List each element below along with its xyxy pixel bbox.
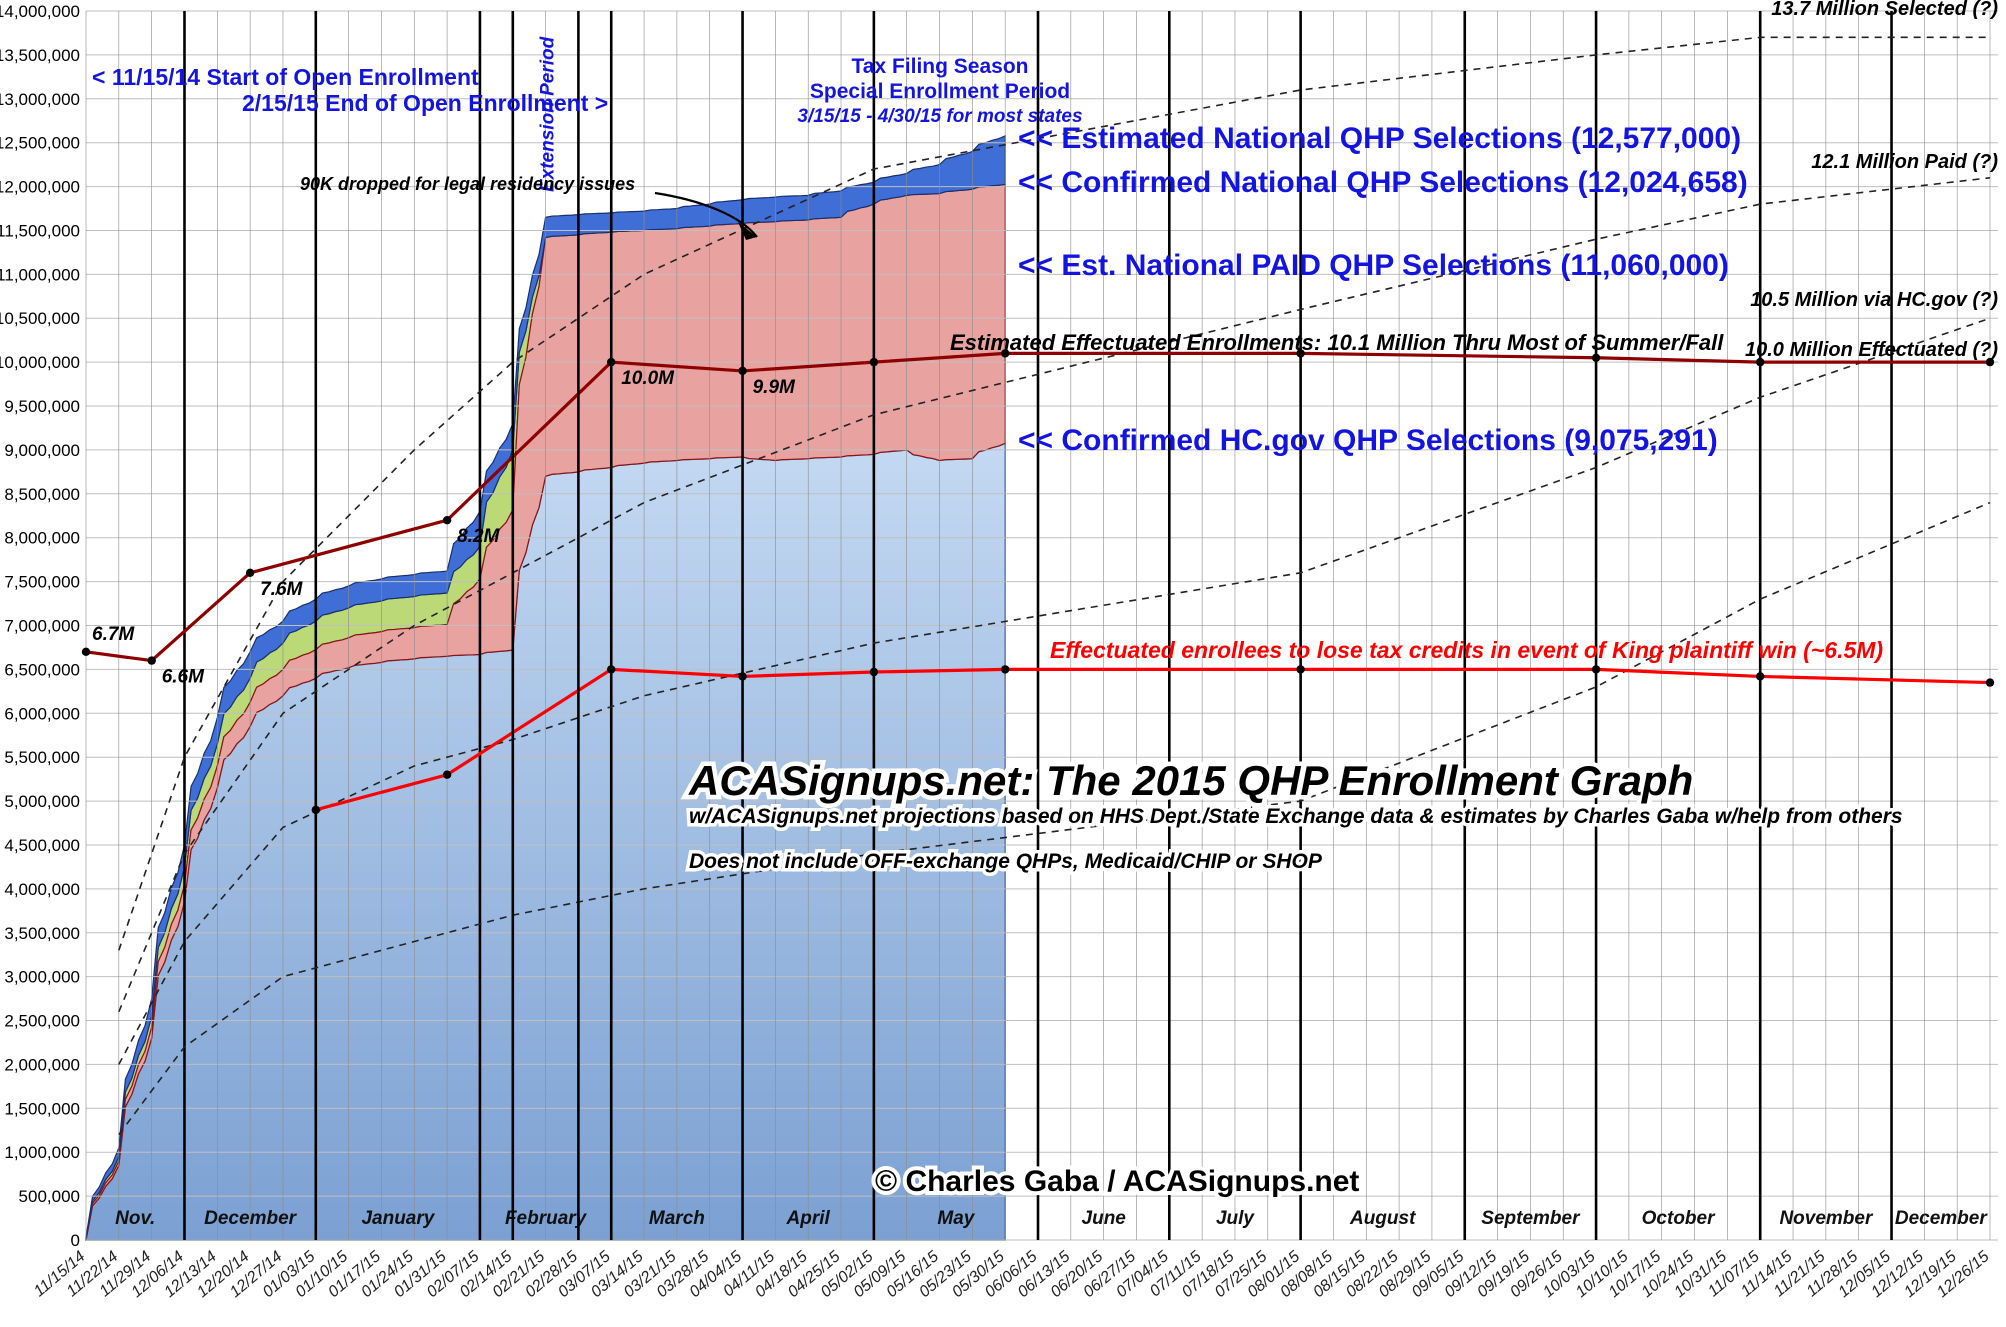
svg-text:8,000,000: 8,000,000: [4, 529, 80, 548]
svg-text:July: July: [1216, 1208, 1255, 1229]
svg-text:6,500,000: 6,500,000: [4, 660, 80, 679]
svg-text:3,000,000: 3,000,000: [4, 968, 80, 987]
svg-text:April: April: [786, 1208, 831, 1229]
svg-text:w/ACASignups.net projections b: w/ACASignups.net projections based on HH…: [689, 805, 1903, 828]
svg-text:Effectuated enrollees to lose: Effectuated enrollees to lose tax credit…: [1050, 637, 1883, 663]
svg-text:8.2M: 8.2M: [457, 526, 500, 547]
svg-text:13,500,000: 13,500,000: [0, 46, 80, 65]
svg-text:December: December: [204, 1208, 297, 1229]
svg-text:October: October: [1642, 1208, 1716, 1229]
svg-text:5,500,000: 5,500,000: [4, 748, 80, 767]
svg-text:6.7M: 6.7M: [92, 624, 135, 645]
svg-text:5,000,000: 5,000,000: [4, 792, 80, 811]
svg-text:4,000,000: 4,000,000: [4, 880, 80, 899]
svg-text:November: November: [1779, 1208, 1874, 1229]
svg-text:11,500,000: 11,500,000: [0, 222, 80, 241]
svg-text:<< Est. National PAID QHP Sele: << Est. National PAID QHP Selections (11…: [1018, 249, 1729, 282]
svg-text:<< Confirmed National QHP Sele: << Confirmed National QHP Selections (12…: [1018, 166, 1748, 199]
svg-text:< 11/15/14 Start of Open Enrol: < 11/15/14 Start of Open Enrollment: [92, 64, 479, 90]
svg-text:January: January: [361, 1208, 435, 1229]
svg-text:1,000,000: 1,000,000: [4, 1143, 80, 1162]
svg-text:6,000,000: 6,000,000: [4, 704, 80, 723]
svg-text:September: September: [1481, 1208, 1581, 1229]
svg-text:10,000,000: 10,000,000: [0, 353, 80, 372]
svg-text:February: February: [505, 1208, 588, 1229]
svg-text:December: December: [1895, 1208, 1988, 1229]
svg-text:11,000,000: 11,000,000: [0, 265, 80, 284]
svg-text:0: 0: [71, 1231, 80, 1250]
svg-text:12,000,000: 12,000,000: [0, 178, 80, 197]
svg-text:13,000,000: 13,000,000: [0, 90, 80, 109]
svg-text:August: August: [1349, 1208, 1416, 1229]
svg-text:7.6M: 7.6M: [260, 579, 303, 600]
svg-text:10,500,000: 10,500,000: [0, 309, 80, 328]
svg-text:10.0M: 10.0M: [621, 368, 675, 389]
svg-text:June: June: [1082, 1208, 1127, 1229]
svg-text:2,000,000: 2,000,000: [4, 1055, 80, 1074]
svg-text:<< Confirmed HC.gov QHP Select: << Confirmed HC.gov QHP Selections (9,07…: [1018, 424, 1718, 457]
svg-text:ACASignups.net: The 2015 QHP E: ACASignups.net: The 2015 QHP Enrollment …: [688, 757, 1693, 805]
svg-text:90K dropped for legal residenc: 90K dropped for legal residency issues: [300, 174, 635, 194]
svg-text:9,000,000: 9,000,000: [4, 441, 80, 460]
svg-text:8,500,000: 8,500,000: [4, 485, 80, 504]
svg-text:<< Estimated National QHP Sele: << Estimated National QHP Selections (12…: [1018, 122, 1741, 155]
svg-text:© Charles Gaba / ACASignups.ne: © Charles Gaba / ACASignups.net: [875, 1165, 1359, 1198]
svg-text:Estimated Effectuated Enrollme: Estimated Effectuated Enrollments: 10.1 …: [950, 330, 1724, 355]
svg-text:12,500,000: 12,500,000: [0, 134, 80, 153]
svg-text:May: May: [937, 1208, 975, 1229]
svg-text:March: March: [649, 1208, 705, 1229]
svg-text:4,500,000: 4,500,000: [4, 836, 80, 855]
svg-text:10.5 Million via HC.gov (?): 10.5 Million via HC.gov (?): [1750, 289, 1998, 311]
svg-text:9.9M: 9.9M: [753, 377, 796, 398]
svg-text:9,500,000: 9,500,000: [4, 397, 80, 416]
svg-text:Special Enrollment Period: Special Enrollment Period: [810, 80, 1070, 103]
svg-text:12.1 Million Paid (?): 12.1 Million Paid (?): [1811, 151, 1998, 173]
svg-text:3,500,000: 3,500,000: [4, 924, 80, 943]
svg-text:Extension Period: Extension Period: [538, 36, 559, 192]
svg-text:Does not include OFF-exchange: Does not include OFF-exchange QHPs, Medi…: [689, 850, 1323, 873]
svg-text:Tax Filing Season: Tax Filing Season: [852, 55, 1029, 78]
svg-text:10.0 Million Effectuated (?): 10.0 Million Effectuated (?): [1745, 339, 1998, 361]
svg-text:Nov.: Nov.: [115, 1208, 155, 1229]
svg-text:6.6M: 6.6M: [162, 667, 205, 688]
svg-text:14,000,000: 14,000,000: [0, 2, 80, 21]
svg-text:7,000,000: 7,000,000: [4, 617, 80, 636]
svg-text:1,500,000: 1,500,000: [4, 1099, 80, 1118]
svg-text:7,500,000: 7,500,000: [4, 573, 80, 592]
svg-text:13.7 Million Selected (?): 13.7 Million Selected (?): [1771, 0, 1998, 20]
svg-text:500,000: 500,000: [19, 1187, 80, 1206]
svg-text:2,500,000: 2,500,000: [4, 1012, 80, 1031]
